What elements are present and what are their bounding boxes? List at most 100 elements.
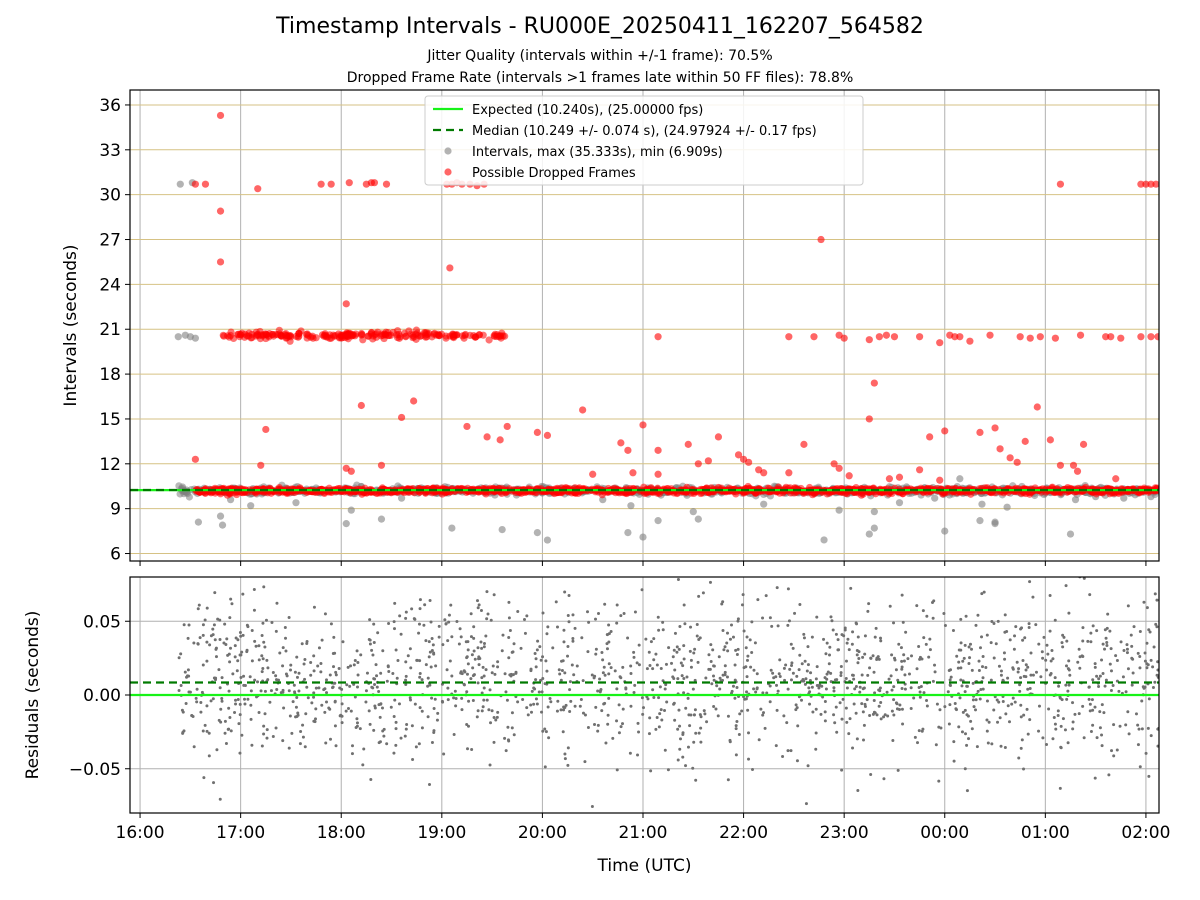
residual-point [922,636,926,640]
residual-point [651,667,655,671]
residual-point [1053,618,1057,622]
residual-point [549,700,553,704]
residual-point [1117,689,1121,693]
residual-point [1144,751,1148,755]
residual-point [649,640,653,644]
residual-point [921,609,925,613]
residual-point [1013,700,1017,704]
residual-point [372,728,376,732]
residual-point [826,670,830,674]
residual-point [965,789,969,793]
residual-point [925,704,929,708]
residual-point [538,645,542,649]
residual-point [681,755,685,759]
residual-point [477,657,481,661]
residual-point [325,678,329,682]
residual-point [409,698,413,702]
residual-point [494,718,498,722]
residual-point [535,702,539,706]
residual-point [810,685,814,689]
dropped-frame-point [875,333,883,341]
residual-point [368,642,372,646]
interval-point [624,528,632,537]
residual-point [434,664,438,668]
residual-point [976,689,980,693]
residual-point [495,715,499,719]
residual-point [1082,577,1086,580]
residual-point [1105,641,1109,645]
residual-point [437,635,441,639]
residual-point [274,726,278,730]
residual-point [742,629,746,633]
residual-point [1067,683,1071,687]
residual-point [283,625,287,629]
residual-point [637,730,641,734]
residual-point [1019,703,1023,707]
residual-point [411,758,415,762]
residual-point [424,663,428,667]
dropped-frame-point [370,179,379,187]
residual-point [689,665,693,669]
residual-point [507,600,511,604]
residual-point [768,684,772,688]
residual-point [678,624,682,628]
residual-point [346,665,350,669]
residual-point [964,732,968,736]
residual-point [664,662,668,666]
residual-point [1126,667,1130,671]
residual-point [1024,668,1028,672]
residual-point [1003,746,1007,750]
residual-point [1143,685,1147,689]
residual-point [350,744,354,748]
residual-point [457,642,461,646]
residual-point [1017,667,1021,671]
residual-point [621,722,625,726]
residual-point [435,718,439,722]
residual-point [205,704,209,708]
residual-point [981,655,985,659]
residual-point [467,699,471,703]
residual-point [637,663,641,667]
residual-point [254,644,258,648]
residual-point [430,649,434,653]
top-y-axis-label: Intervals (seconds) [61,244,81,406]
residual-point [900,593,904,597]
residual-point [629,672,633,676]
residual-point [1040,650,1044,654]
residual-point [596,689,600,693]
residual-point [512,642,516,646]
top-axes-frame [129,89,1160,562]
residual-point [648,716,652,720]
residual-point [556,699,560,703]
dropped-frame-point [890,333,899,341]
residual-point [894,668,898,672]
residual-point [312,695,316,699]
residual-point [1089,631,1093,635]
residual-point [1046,652,1050,656]
residual-point [212,623,216,627]
residual-point [997,700,1001,704]
residual-point [482,686,486,690]
residual-point [711,648,715,652]
residual-point [211,697,215,701]
residual-point [1037,642,1041,646]
dropped-frame-point [498,329,506,337]
dropped-frame-point [463,422,471,431]
residual-point [275,687,279,691]
residual-point [1124,690,1128,694]
residual-point [260,744,264,748]
residual-point [201,663,205,667]
residual-point [646,697,650,701]
residual-point [257,710,261,714]
residual-point [454,696,458,700]
residual-point [238,713,242,717]
residual-point [399,736,403,740]
residual-point [978,646,982,650]
dropped-frame-point [349,331,357,339]
residual-point [601,658,605,662]
residual-point [446,698,450,702]
residual-point [980,592,984,596]
residual-point [607,672,611,676]
residual-point [861,655,865,659]
residual-point [640,696,644,700]
